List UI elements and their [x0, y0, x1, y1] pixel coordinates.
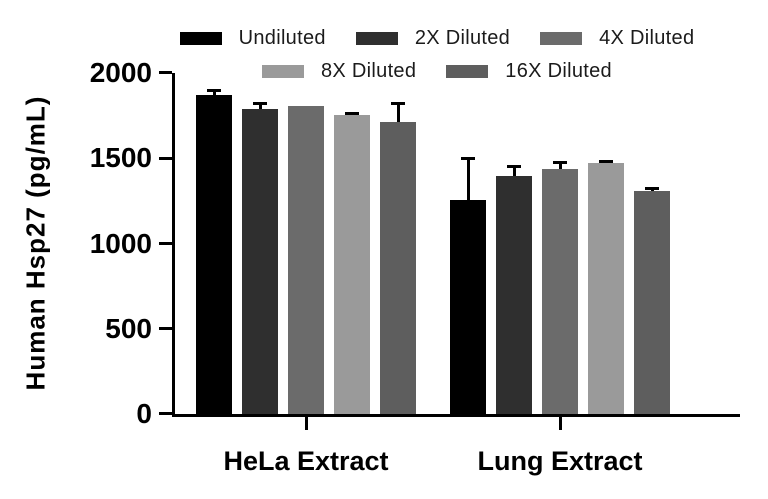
y-tick-mark: [159, 157, 172, 160]
legend-swatch-2x: [355, 32, 398, 45]
legend-label-undiluted: Undiluted: [238, 27, 326, 49]
error-bar-stem: [212, 89, 216, 95]
y-tick-mark: [159, 412, 172, 415]
legend: Undiluted 2X Diluted 4X Diluted 8X Dilut…: [110, 27, 764, 83]
legend-row-2: 8X Diluted 16X Diluted: [262, 60, 612, 83]
y-tick-label: 1000: [89, 228, 152, 259]
bar-lung-2x: [496, 176, 532, 414]
bar-hela-4x: [288, 106, 324, 414]
legend-label-2x: 2X Diluted: [414, 27, 511, 49]
error-bar-stem: [558, 161, 562, 169]
y-tick-label: 0: [136, 398, 152, 429]
y-tick-label: 500: [105, 313, 152, 344]
x-tick-mark-hela: [305, 417, 308, 430]
x-tick-mark-lung: [559, 417, 562, 430]
y-tick-mark: [159, 242, 172, 245]
y-axis-line: [172, 73, 175, 417]
legend-row-1: Undiluted 2X Diluted 4X Diluted: [179, 27, 695, 50]
error-bar-cap: [461, 157, 475, 160]
error-bar-cap: [207, 89, 221, 92]
bar-lung-8x: [588, 163, 624, 414]
bar-hela-16x: [380, 122, 416, 414]
bar-hela-2x: [242, 109, 278, 414]
legend-item-undiluted: Undiluted: [179, 27, 326, 50]
error-bar-cap: [645, 187, 659, 190]
legend-item-8x: 8X Diluted: [262, 60, 416, 83]
x-category-label-hela: HeLa Extract: [223, 446, 389, 476]
y-tick-label: 2000: [89, 57, 152, 88]
legend-swatch-16x: [446, 65, 489, 78]
error-bar-cap: [345, 112, 359, 115]
bar-hela-undiluted: [196, 95, 232, 414]
error-bar-cap: [553, 161, 567, 164]
y-tick-label: 1500: [89, 142, 152, 173]
legend-swatch-undiluted: [179, 32, 222, 45]
legend-label-8x: 8X Diluted: [321, 60, 417, 82]
error-bar-cap: [253, 102, 267, 105]
y-axis-title: Human Hsp27 (pg/mL): [20, 95, 51, 391]
legend-label-16x: 16X Diluted: [505, 60, 612, 82]
legend-label-4x: 4X Diluted: [599, 27, 695, 49]
x-category-label-lung: Lung Extract: [477, 446, 643, 476]
error-bar-stem: [396, 102, 400, 122]
legend-item-16x: 16X Diluted: [446, 60, 612, 83]
error-bar-stem: [512, 165, 516, 176]
error-bar-stem: [466, 157, 470, 200]
bar-lung-4x: [542, 169, 578, 414]
legend-item-4x: 4X Diluted: [540, 27, 694, 50]
x-axis-line: [172, 414, 740, 417]
error-bar-stem: [258, 102, 262, 109]
plot-area: [172, 73, 740, 414]
legend-swatch-8x: [262, 65, 304, 78]
error-bar-cap: [599, 160, 613, 163]
error-bar-cap: [391, 102, 405, 105]
bar-lung-16x: [634, 191, 670, 414]
error-bar-cap: [507, 165, 521, 168]
bar-lung-undiluted: [450, 200, 486, 414]
y-tick-mark: [159, 71, 172, 74]
legend-swatch-4x: [540, 32, 583, 45]
bar-hela-8x: [334, 115, 370, 414]
legend-item-2x: 2X Diluted: [355, 27, 511, 50]
y-tick-mark: [159, 327, 172, 330]
